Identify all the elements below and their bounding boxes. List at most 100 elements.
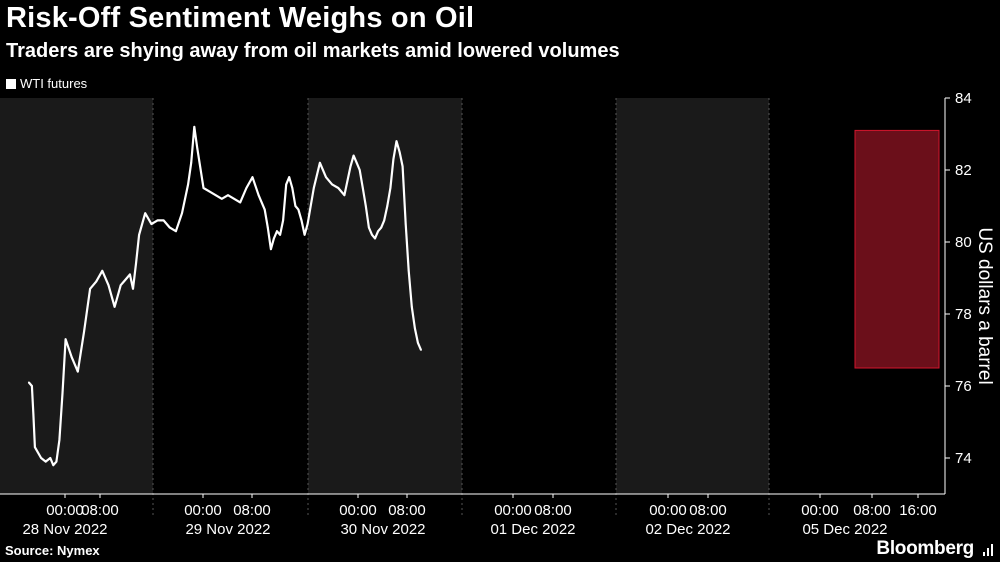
data-point — [61, 392, 64, 395]
data-point — [273, 237, 275, 240]
data-point — [270, 248, 272, 251]
data-point — [129, 273, 131, 276]
data-point — [306, 223, 309, 225]
data-point — [331, 183, 333, 186]
x-tick-label: 00:00 — [801, 502, 839, 519]
data-point — [34, 446, 36, 449]
x-date-label: 29 Nov 2022 — [185, 521, 270, 538]
x-date-label: 28 Nov 2022 — [22, 521, 107, 538]
data-point — [168, 226, 171, 229]
data-point — [150, 223, 153, 225]
data-point — [300, 219, 303, 222]
series-line-wti — [27, 125, 423, 467]
x-tick-label: 08:00 — [388, 502, 426, 519]
data-point — [245, 187, 248, 189]
data-point — [208, 190, 211, 193]
data-point — [420, 349, 422, 351]
data-point — [70, 356, 73, 359]
data-point — [358, 169, 361, 171]
data-point — [144, 212, 147, 215]
data-point — [361, 187, 364, 189]
data-point — [386, 205, 389, 207]
legend-swatch — [6, 78, 16, 89]
bloomberg-mark-icon — [983, 544, 993, 556]
data-point — [395, 140, 398, 143]
data-point — [83, 331, 85, 333]
x-tick-label: 08:00 — [233, 502, 271, 519]
legend-label: WTI futures — [20, 76, 88, 91]
data-point — [181, 212, 183, 215]
data-point — [202, 187, 205, 189]
data-point — [404, 223, 407, 225]
data-point — [294, 205, 297, 207]
data-point — [407, 269, 410, 272]
x-tick-label: 08:00 — [689, 502, 727, 519]
data-point — [251, 176, 254, 179]
data-point — [27, 381, 30, 384]
highlight-region — [854, 129, 940, 369]
data-point — [76, 370, 79, 373]
data-point — [380, 226, 383, 229]
data-point — [44, 460, 47, 463]
y-tick-label: 76 — [955, 378, 972, 395]
data-point — [64, 338, 67, 341]
data-point — [196, 147, 199, 150]
data-point — [364, 205, 367, 207]
data-point — [392, 158, 395, 161]
data-point — [276, 230, 278, 233]
data-point — [279, 233, 281, 236]
data-point — [101, 269, 104, 272]
data-point — [190, 161, 193, 164]
data-point — [31, 385, 33, 387]
data-point — [116, 295, 119, 297]
x-tick-label: 08:00 — [534, 502, 572, 519]
data-point — [410, 305, 413, 308]
data-point — [122, 280, 125, 283]
data-point — [162, 219, 165, 222]
data-point — [303, 233, 306, 236]
data-point — [371, 233, 373, 236]
source-note: Source: Nymex — [5, 543, 100, 558]
data-point — [414, 327, 416, 330]
data-point — [58, 439, 61, 441]
data-point — [89, 287, 91, 290]
y-tick-label: 82 — [955, 162, 972, 179]
x-tick-label: 00:00 — [494, 502, 532, 519]
data-point — [312, 187, 315, 189]
x-tick-label: 00:00 — [339, 502, 377, 519]
data-point — [383, 219, 386, 222]
legend: WTI futures — [6, 76, 87, 91]
x-tick-label: 08:00 — [853, 502, 891, 519]
data-point — [291, 187, 294, 189]
day-band — [308, 98, 462, 494]
y-tick-label: 80 — [955, 234, 972, 251]
data-point — [175, 230, 177, 233]
day-separators — [152, 98, 770, 518]
x-date-label: 01 Dec 2022 — [490, 521, 575, 538]
data-point — [126, 277, 128, 279]
y-tick-label: 78 — [955, 306, 972, 323]
data-point — [138, 233, 141, 236]
x-tick-label: 00:00 — [649, 502, 687, 519]
data-point — [377, 230, 379, 233]
y-tick-label: 84 — [955, 90, 972, 107]
data-point — [257, 194, 260, 197]
y-axis-label: US dollars a barrel — [974, 227, 995, 384]
data-point — [187, 183, 190, 186]
data-point — [325, 176, 327, 179]
data-point — [389, 187, 392, 189]
y-tick-label: 74 — [955, 450, 972, 467]
x-date-label: 30 Nov 2022 — [340, 521, 425, 538]
bloomberg-logo: Bloomberg — [876, 538, 974, 559]
data-point — [135, 262, 137, 265]
axes: 74 76 78 80 82 84 US dollars a barrel 00:00 28 N… — [0, 90, 995, 538]
chart-subtitle: Traders are shying away from oil markets… — [6, 40, 620, 62]
day-band — [616, 98, 769, 494]
x-tick-label: 00:00 — [46, 502, 84, 519]
day-bands — [0, 98, 769, 494]
data-point — [355, 161, 358, 164]
data-point — [193, 125, 196, 128]
data-point — [233, 197, 236, 200]
data-point — [119, 284, 122, 287]
